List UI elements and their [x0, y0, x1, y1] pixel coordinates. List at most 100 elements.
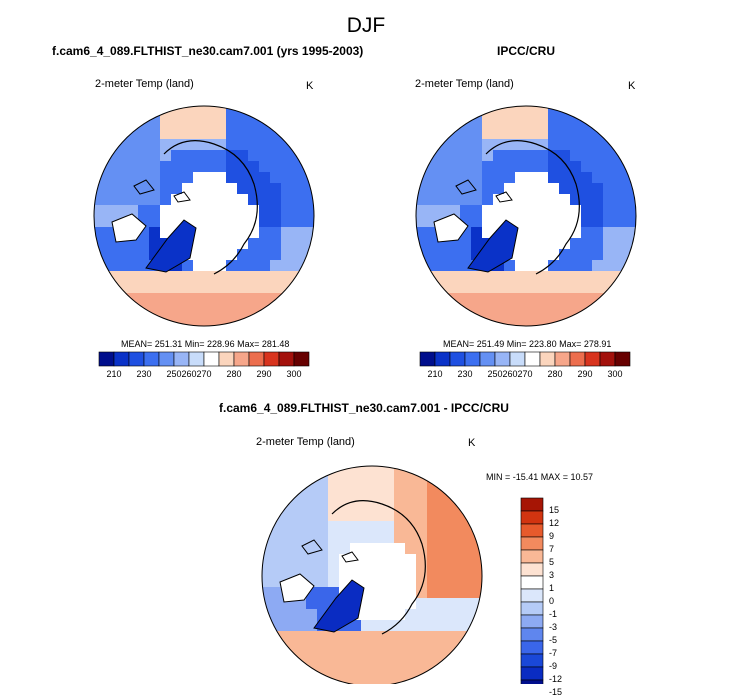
map-cell	[449, 620, 461, 632]
map-cell	[372, 642, 384, 654]
colorbar-tick-label: 12	[549, 518, 560, 528]
map-cell	[116, 249, 128, 261]
map-cell	[127, 128, 139, 140]
map-cell	[105, 106, 117, 118]
map-cell	[138, 128, 150, 140]
map-cell	[537, 183, 549, 195]
map-cell	[438, 499, 450, 511]
colorbar-box	[520, 627, 544, 642]
colorbar-box	[520, 575, 544, 590]
map-cell	[581, 139, 593, 151]
map-cell	[614, 128, 626, 140]
map-cell	[449, 282, 461, 294]
colorbar-box	[479, 351, 496, 367]
map-cell	[226, 249, 238, 261]
map-cell	[281, 227, 293, 239]
map-cell	[581, 106, 593, 118]
map-cell	[127, 161, 139, 173]
map-cell	[182, 128, 194, 140]
map-cell	[460, 216, 472, 228]
map-cell	[182, 260, 194, 272]
map-cell	[625, 271, 636, 283]
map-cell	[116, 260, 128, 272]
map-cell	[515, 271, 527, 283]
map-cell	[215, 315, 227, 326]
map-cell	[171, 161, 183, 173]
map-cell	[449, 183, 461, 195]
map-cell	[204, 249, 216, 261]
map-cell	[537, 293, 549, 305]
map-cell	[182, 293, 194, 305]
colorbar-tick-label: 5	[549, 557, 555, 567]
colorbar-tick-label: -7	[549, 648, 558, 658]
map-cell	[361, 499, 373, 511]
map-cell	[248, 315, 260, 326]
map-cell	[526, 216, 538, 228]
map-cell	[526, 227, 538, 239]
map-cell	[427, 620, 439, 632]
map-cell	[416, 205, 428, 217]
map-cell	[570, 161, 582, 173]
map-cell	[471, 117, 483, 129]
map-cell	[438, 576, 450, 588]
map-cell	[270, 238, 282, 250]
map-cell	[449, 128, 461, 140]
map-cell	[471, 293, 483, 305]
map-cell	[317, 532, 329, 544]
map-cell	[105, 315, 117, 326]
map-cell	[383, 631, 395, 643]
map-cell	[226, 161, 238, 173]
map-cell	[416, 282, 428, 294]
map-cell	[405, 554, 417, 566]
map-cell	[350, 620, 362, 632]
map-cell	[394, 675, 406, 684]
colorbar-box	[158, 351, 175, 367]
map-cell	[482, 271, 494, 283]
map-cell	[504, 271, 516, 283]
colorbar-box	[539, 351, 556, 367]
map-cell	[292, 128, 304, 140]
map-cell	[361, 675, 373, 684]
map-cell	[328, 653, 340, 665]
map-cell	[416, 499, 428, 511]
map-cell	[270, 117, 282, 129]
map-cell	[460, 532, 472, 544]
map-cell	[405, 642, 417, 654]
map-cell	[471, 554, 482, 566]
map-cell	[361, 642, 373, 654]
map-cell	[248, 161, 260, 173]
map-cell	[603, 139, 615, 151]
map-cell	[394, 598, 406, 610]
hudson-bay-shape	[279, 573, 315, 603]
map-cell	[215, 161, 227, 173]
colorbar-1	[98, 351, 310, 367]
map-cell	[471, 642, 482, 654]
map-cell	[537, 238, 549, 250]
map-cell	[548, 117, 560, 129]
map-cell	[427, 565, 439, 577]
map-cell	[570, 238, 582, 250]
map-cell	[226, 260, 238, 272]
map-cell	[303, 205, 314, 217]
map-cell	[182, 282, 194, 294]
map-cell	[592, 315, 604, 326]
map-cell	[182, 117, 194, 129]
map-cell	[281, 139, 293, 151]
colorbar-tick-label: 15	[549, 505, 560, 515]
map-cell	[149, 150, 161, 162]
map-cell	[372, 664, 384, 676]
panel-1-units: K	[306, 80, 314, 92]
map-cell	[262, 477, 274, 489]
map-cell	[592, 282, 604, 294]
map-cell	[292, 238, 304, 250]
map-cell	[149, 117, 161, 129]
map-cell	[405, 521, 417, 533]
map-cell	[625, 282, 636, 294]
map-cell	[284, 653, 296, 665]
map-cell	[138, 205, 150, 217]
map-cell	[427, 249, 439, 261]
map-cell	[449, 249, 461, 261]
map-cell	[273, 532, 285, 544]
map-cell	[284, 532, 296, 544]
map-cell	[504, 304, 516, 316]
